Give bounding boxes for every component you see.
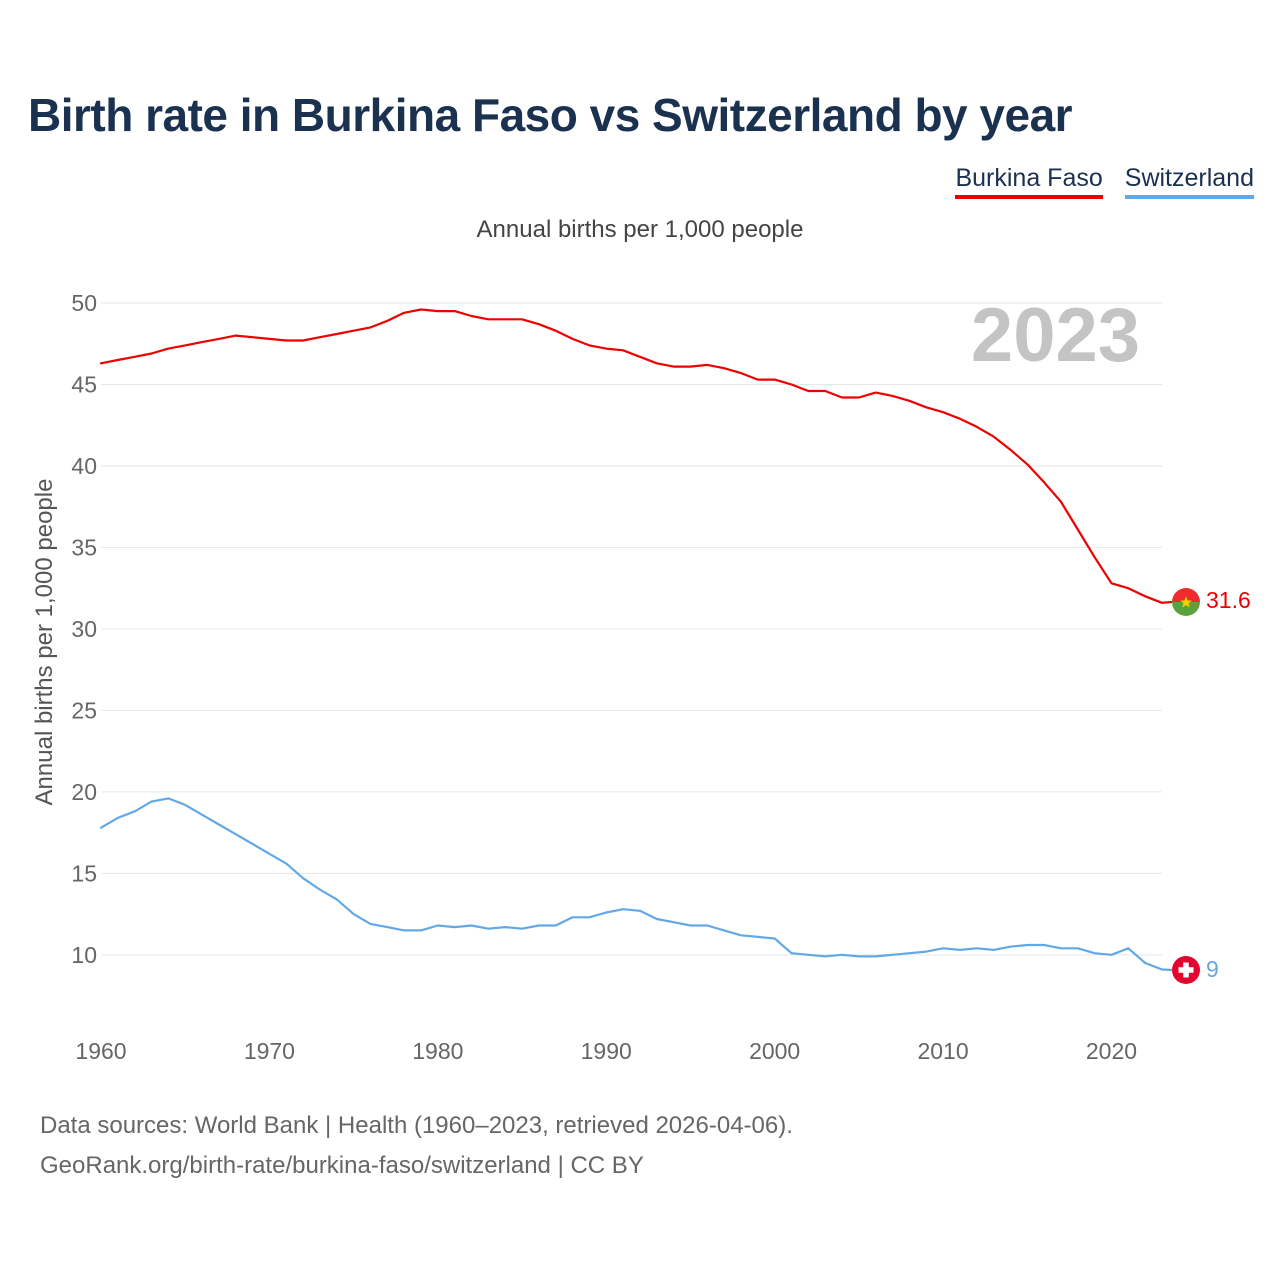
x-tick-label: 2020	[1086, 1038, 1137, 1064]
chart-title: Birth rate in Burkina Faso vs Switzerlan…	[28, 89, 1073, 141]
attribution-link[interactable]: GeoRank.org/birth-rate/burkina-faso/swit…	[40, 1152, 644, 1179]
legend-item-switzerland[interactable]: Switzerland	[1124, 164, 1254, 199]
y-tick-label: 30	[71, 616, 97, 642]
series-connector	[1161, 600, 1173, 604]
x-tick-label: 2000	[749, 1038, 800, 1064]
footer: Data sources: World Bank | Health (1960–…	[40, 1106, 793, 1186]
series-lines	[99, 308, 1173, 972]
burkina-faso-flag-icon	[1172, 588, 1200, 616]
y-tick-label: 20	[71, 779, 97, 805]
y-tick-label: 10	[71, 942, 97, 968]
legend: Burkina Faso Switzerland	[955, 164, 1254, 199]
x-tick-label: 1990	[581, 1038, 632, 1064]
series-line-switzerland[interactable]	[99, 797, 1164, 971]
gridlines	[101, 302, 1162, 956]
y-tick-label: 25	[71, 697, 97, 723]
x-tick-label: 1980	[412, 1038, 463, 1064]
x-axis-ticks: 1960 1970 1980 1990 2000 2010 2020	[75, 1038, 1137, 1064]
data-sources-note: Data sources: World Bank | Health (1960–…	[40, 1112, 793, 1139]
y-tick-label: 50	[71, 290, 97, 316]
year-label: 2023	[971, 293, 1140, 378]
legend-item-burkina-faso[interactable]: Burkina Faso	[955, 164, 1103, 199]
switzerland-flag-icon	[1172, 956, 1200, 984]
x-tick-label: 2010	[917, 1038, 968, 1064]
chart-subtitle: Annual births per 1,000 people	[476, 216, 804, 243]
y-tick-label: 45	[71, 371, 97, 397]
y-axis-label: Annual births per 1,000 people	[31, 479, 58, 806]
line-chart: 10 15 20 25 30 35 40 45 50 1960 1970 1980 1990 2000 2…	[31, 290, 1251, 1064]
burkina-faso-end-value: 31.6	[1206, 587, 1251, 613]
y-tick-label: 35	[71, 534, 97, 560]
x-tick-label: 1970	[244, 1038, 295, 1064]
y-tick-label: 15	[71, 860, 97, 886]
y-tick-label: 40	[71, 453, 97, 479]
series-line-burkina-faso[interactable]	[99, 308, 1164, 604]
y-axis-ticks: 10 15 20 25 30 35 40 45 50	[71, 290, 97, 968]
switzerland-end-value: 9	[1206, 956, 1219, 982]
series-connector	[1161, 968, 1173, 972]
x-tick-label: 1960	[75, 1038, 126, 1064]
